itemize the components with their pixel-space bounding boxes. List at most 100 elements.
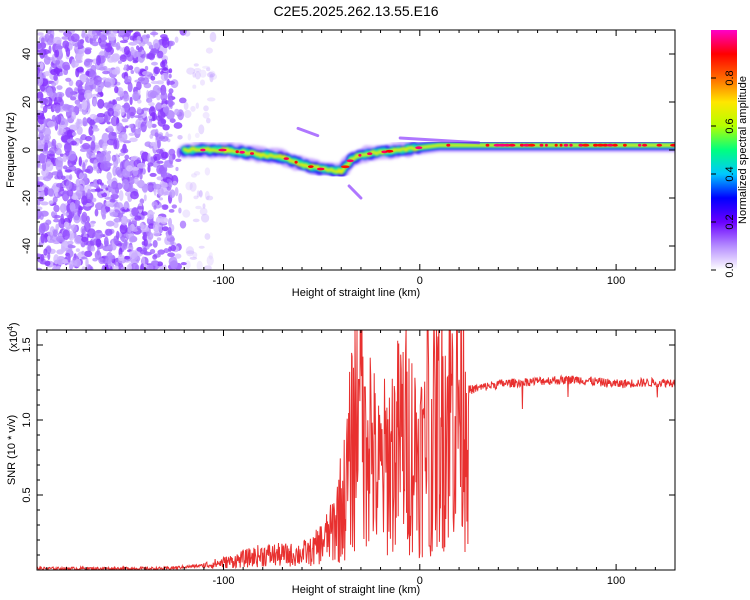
noise-blob [105, 245, 113, 250]
noise-blob [206, 67, 211, 72]
signal-peak [250, 152, 254, 155]
noise-blob [142, 107, 149, 111]
noise-blob [163, 73, 168, 81]
noise-blob [54, 45, 64, 50]
noise-blob [126, 165, 133, 172]
noise-blob [137, 99, 142, 104]
noise-blob [63, 221, 70, 228]
noise-blob [132, 60, 139, 64]
noise-blob [184, 30, 191, 37]
spectrogram-x-ticks: -100 0 100 [46, 30, 676, 287]
noise-blob [124, 125, 129, 129]
noise-blob [54, 104, 61, 114]
noise-blob [206, 97, 216, 102]
colorbar-ticks: 0.0 0.2 0.4 0.6 0.8 [711, 70, 736, 278]
noise-blob [140, 121, 147, 133]
noise-blob [73, 185, 77, 191]
noise-blob [124, 76, 129, 84]
noise-blob [168, 73, 172, 79]
noise-blob [62, 229, 70, 241]
noise-blob [210, 73, 218, 80]
noise-blob [40, 190, 45, 198]
signal-peak [642, 143, 648, 147]
noise-blob [121, 118, 129, 123]
noise-blob [185, 246, 195, 257]
noise-blob [146, 53, 155, 60]
noise-blob [71, 195, 78, 200]
noise-blob [68, 231, 75, 241]
noise-blob [90, 245, 96, 252]
snr-x-label: Height of straight line (km) [292, 584, 420, 596]
noise-blob [113, 139, 118, 150]
noise-blob [102, 70, 110, 75]
noise-blob [75, 68, 80, 78]
noise-blob [92, 197, 97, 203]
noise-blob [37, 186, 45, 192]
noise-blob [55, 114, 62, 125]
noise-blob [168, 101, 175, 106]
noise-blob [64, 142, 72, 154]
noise-blob [126, 232, 135, 240]
noise-blob [161, 204, 169, 210]
colorbar-tick-label: 0.8 [724, 70, 736, 85]
noise-blob [92, 257, 98, 262]
noise-blob [118, 30, 125, 36]
noise-blob [177, 135, 183, 140]
noise-blob [53, 204, 60, 213]
noise-blob [147, 232, 154, 240]
signal-peak [593, 143, 598, 147]
noise-blob [42, 160, 47, 172]
noise-blob [81, 266, 86, 270]
noise-blob [118, 152, 125, 156]
noise-blob [37, 61, 40, 66]
noise-blob [115, 166, 122, 176]
noise-blob [198, 190, 203, 197]
signal-peak [508, 143, 516, 147]
spectrogram-marks [37, 30, 675, 270]
noise-blob [130, 262, 139, 270]
signal-peak [294, 160, 298, 164]
noise-blob [75, 199, 79, 209]
signal-peak [200, 148, 206, 152]
noise-blob [168, 68, 173, 74]
noise-blob [142, 71, 150, 76]
noise-blob [62, 40, 70, 49]
noise-blob [55, 156, 64, 168]
noise-blob [81, 228, 85, 235]
noise-blob [43, 118, 47, 128]
noise-blob [86, 165, 94, 174]
noise-blob [81, 107, 87, 115]
y-tick-label: -20 [21, 190, 33, 206]
noise-blob [95, 116, 105, 124]
noise-blob [123, 64, 128, 70]
noise-blob [190, 105, 196, 112]
noise-blob [81, 256, 88, 260]
noise-blob [37, 144, 44, 152]
noise-blob [81, 236, 88, 242]
noise-blob [55, 96, 63, 103]
noise-blob [84, 221, 91, 233]
noise-blob [169, 260, 179, 268]
noise-blob [150, 31, 159, 36]
noise-blob [156, 160, 164, 164]
noise-blob [189, 182, 197, 192]
noise-blob [129, 250, 138, 259]
noise-blob [147, 153, 151, 164]
noise-blob [147, 115, 153, 120]
noise-blob [157, 50, 164, 59]
noise-blob [37, 162, 40, 168]
noise-blob [128, 132, 135, 136]
noise-blob [119, 161, 124, 172]
noise-blob [183, 109, 192, 119]
noise-blob [60, 128, 66, 133]
noise-blob [133, 176, 139, 185]
noise-blob [164, 100, 170, 105]
noise-blob [114, 66, 121, 75]
noise-blob [119, 54, 127, 63]
noise-blob [39, 61, 44, 70]
noise-blob [174, 187, 179, 197]
noise-blob [206, 255, 214, 266]
noise-blob [147, 209, 154, 220]
noise-blob [97, 37, 102, 44]
noise-blob [60, 246, 66, 253]
